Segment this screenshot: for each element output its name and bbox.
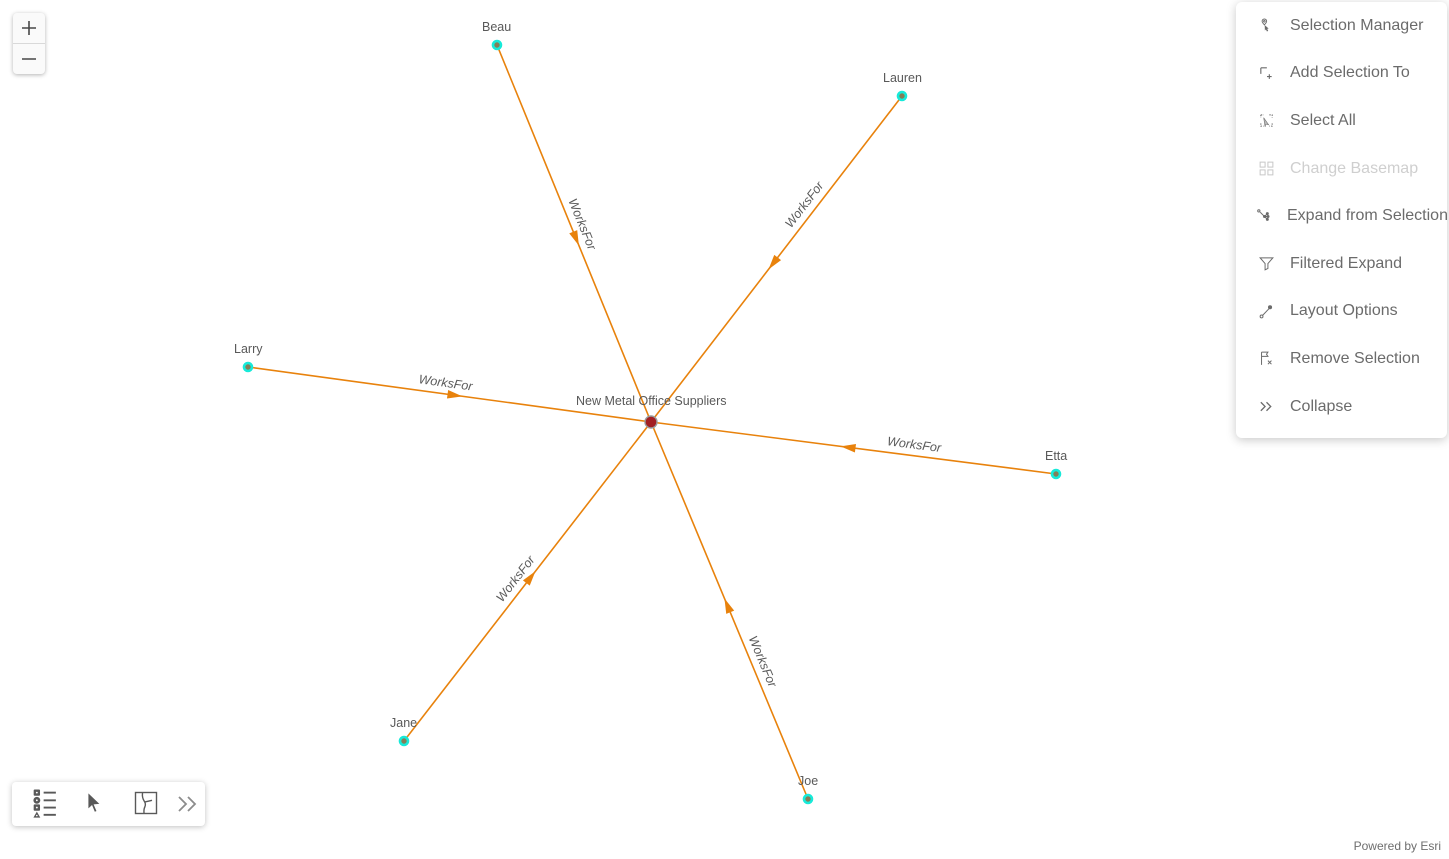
svg-text:WorksFor: WorksFor	[886, 434, 942, 455]
svg-text:WorksFor: WorksFor	[418, 372, 474, 393]
